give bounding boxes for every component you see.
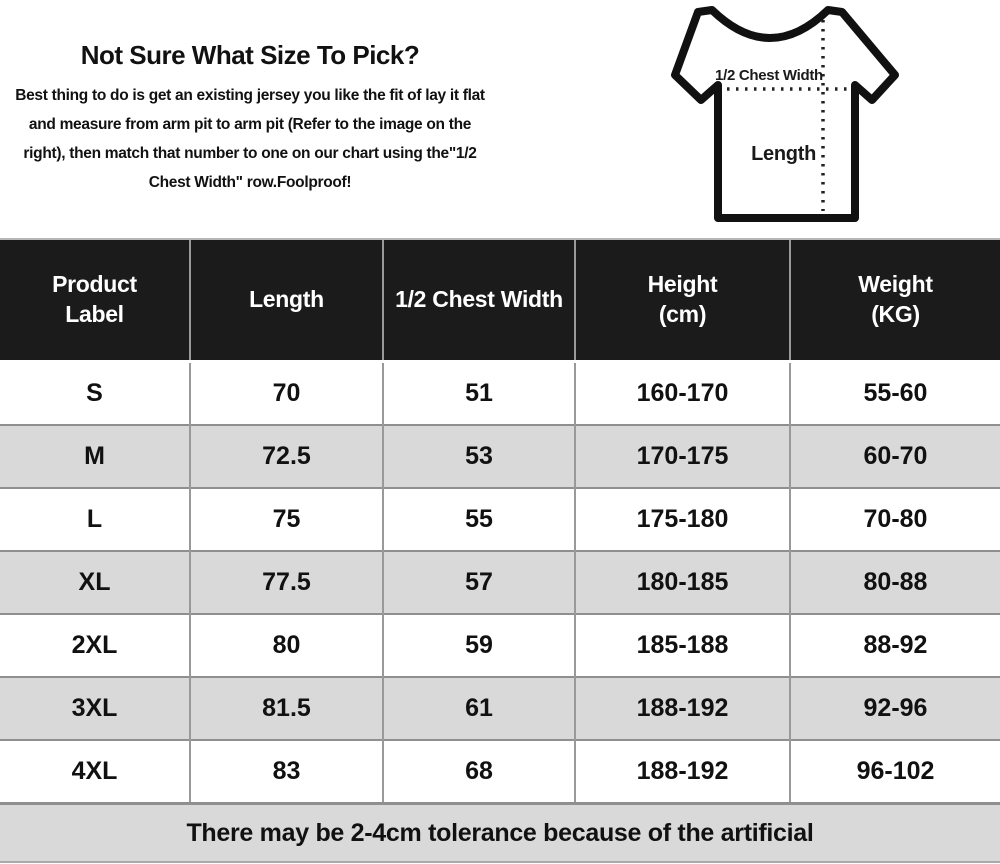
tshirt-diagram-svg: 1/2 Chest Width Length (671, 6, 899, 222)
cell-weight: 80-88 (789, 550, 1000, 614)
cell-size-label: S (0, 361, 190, 425)
page-title: Not Sure What Size To Pick? (80, 40, 420, 70)
cell-weight: 96-102 (789, 739, 1000, 804)
cell-weight: 88-92 (789, 613, 1000, 677)
cell-half-chest: 61 (382, 676, 575, 740)
cell-length: 83 (189, 739, 383, 804)
table-row-m: M 72.5 53 170-175 60-70 (0, 424, 1000, 488)
cell-size-label: XL (0, 550, 190, 614)
cell-size-label: 2XL (0, 613, 190, 677)
size-chart-table: Product Label Length 1/2 Chest Width Hei… (0, 238, 1000, 863)
tshirt-outline (671, 6, 899, 222)
cell-half-chest: 68 (382, 739, 575, 804)
table-row-2xl: 2XL 80 59 185-188 88-92 (0, 613, 1000, 677)
cell-height: 180-185 (574, 550, 790, 614)
intro-line-1: Best thing to do is get an existing jers… (15, 87, 485, 104)
cell-weight: 55-60 (789, 361, 1000, 425)
table-row-s: S 70 51 160-170 55-60 (0, 361, 1000, 425)
cell-length: 77.5 (189, 550, 383, 614)
table-row-4xl: 4XL 83 68 188-192 96-102 (0, 739, 1000, 804)
cell-size-label: L (0, 487, 190, 551)
intro-block: Not Sure What Size To Pick? Best thing t… (0, 40, 500, 197)
cell-half-chest: 59 (382, 613, 575, 677)
col-header-length: Length (189, 238, 383, 363)
cell-half-chest: 51 (382, 361, 575, 425)
length-label: Length (751, 143, 816, 165)
cell-height: 188-192 (574, 676, 790, 740)
cell-weight: 60-70 (789, 424, 1000, 488)
cell-size-label: 3XL (0, 676, 190, 740)
cell-weight: 92-96 (789, 676, 1000, 740)
table-row-3xl: 3XL 81.5 61 188-192 92-96 (0, 676, 1000, 740)
header-row: Product Label Length 1/2 Chest Width Hei… (0, 238, 1000, 363)
cell-half-chest: 53 (382, 424, 575, 488)
intro-line-3: right), then match that number to one on… (23, 145, 477, 162)
cell-size-label: 4XL (0, 739, 190, 804)
cell-size-label: M (0, 424, 190, 488)
chest-width-label: 1/2 Chest Width (715, 67, 823, 84)
cell-half-chest: 55 (382, 487, 575, 551)
table-row-xl: XL 77.5 57 180-185 80-88 (0, 550, 1000, 614)
cell-half-chest: 57 (382, 550, 575, 614)
col-header-half-chest-width: 1/2 Chest Width (382, 238, 575, 363)
cell-length: 70 (189, 361, 383, 425)
cell-height: 185-188 (574, 613, 790, 677)
cell-height: 188-192 (574, 739, 790, 804)
cell-height: 175-180 (574, 487, 790, 551)
footnote-row: There may be 2-4cm tolerance because of … (0, 802, 1000, 863)
table-row-l: L 75 55 175-180 70-80 (0, 487, 1000, 551)
cell-height: 160-170 (574, 361, 790, 425)
col-header-height: Height (cm) (574, 238, 790, 363)
cell-height: 170-175 (574, 424, 790, 488)
tolerance-footnote: There may be 2-4cm tolerance because of … (0, 802, 1000, 863)
cell-length: 72.5 (189, 424, 383, 488)
cell-weight: 70-80 (789, 487, 1000, 551)
intro-line-2: and measure from arm pit to arm pit (Ref… (28, 116, 472, 133)
cell-length: 75 (189, 487, 383, 551)
tshirt-measurement-diagram: 1/2 Chest Width Length (650, 0, 1000, 240)
intro-line-4: Chest Width" row.Foolproof! (148, 174, 352, 191)
col-header-product-label: Product Label (0, 238, 190, 363)
cell-length: 81.5 (189, 676, 383, 740)
col-header-weight: Weight (KG) (789, 238, 1000, 363)
cell-length: 80 (189, 613, 383, 677)
